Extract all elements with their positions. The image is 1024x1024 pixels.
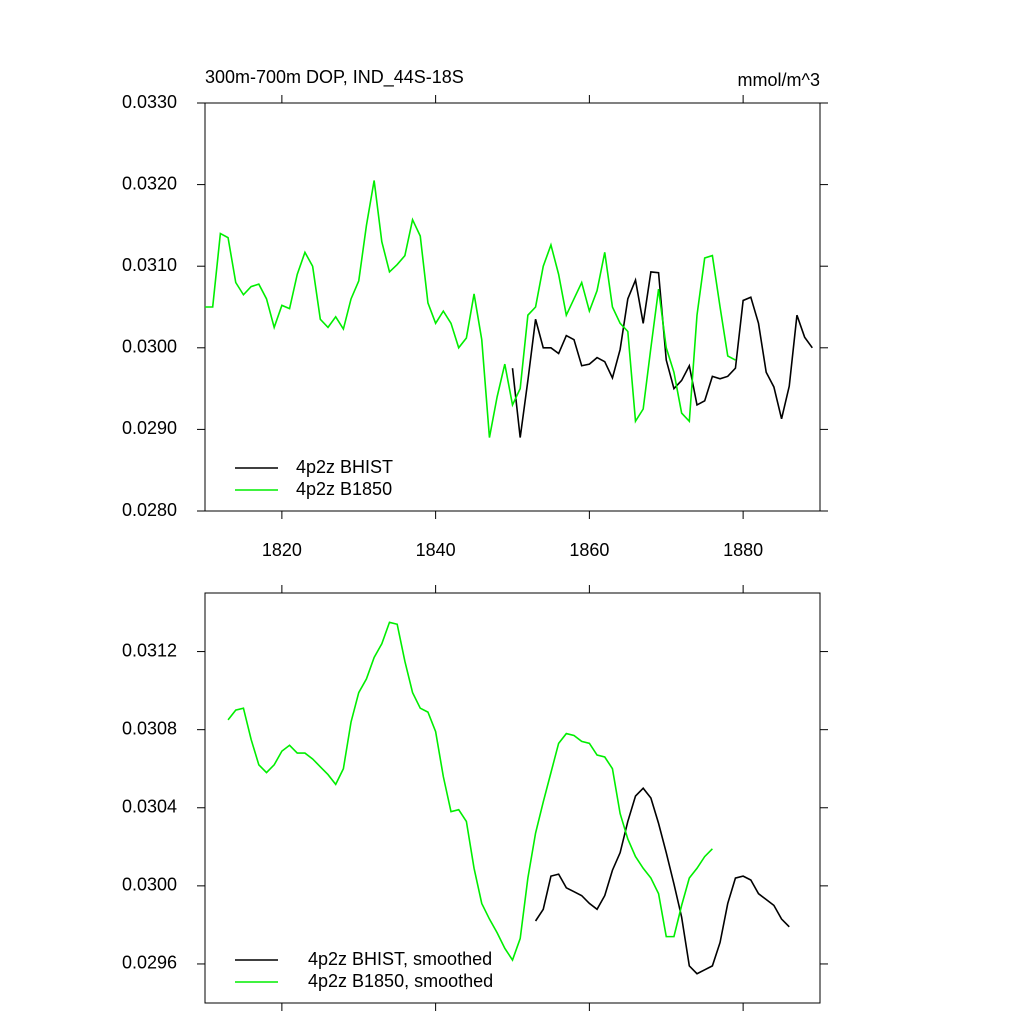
x-tick-label: 1880 — [723, 540, 763, 560]
y-tick-label: 0.0320 — [122, 173, 177, 193]
x-tick-label: 1860 — [569, 540, 609, 560]
y-tick-label: 0.0296 — [122, 953, 177, 973]
x-tick-label: 1840 — [416, 540, 456, 560]
y-tick-label: 0.0300 — [122, 337, 177, 357]
y-tick-label: 0.0312 — [122, 640, 177, 660]
units-label: mmol/m^3 — [738, 70, 820, 90]
legend-label: 4p2z BHIST — [296, 457, 393, 477]
plot-frame — [204, 592, 821, 1004]
y-tick-label: 0.0280 — [122, 500, 177, 520]
plot-frame — [204, 102, 821, 512]
y-tick-label: 0.0308 — [122, 718, 177, 738]
data-line — [205, 180, 736, 438]
x-tick-label: 1820 — [262, 540, 302, 560]
y-tick-label: 0.0290 — [122, 418, 177, 438]
data-line — [534, 787, 790, 975]
legend-label: 4p2z BHIST, smoothed — [308, 949, 492, 969]
y-tick-label: 0.0304 — [122, 797, 177, 817]
y-tick-label: 0.0300 — [122, 875, 177, 895]
y-tick-label: 0.0330 — [122, 92, 177, 112]
data-line — [511, 271, 813, 438]
data-line — [227, 621, 713, 962]
y-tick-label: 0.0310 — [122, 255, 177, 275]
legend-label: 4p2z B1850 — [296, 479, 392, 499]
legend-label: 4p2z B1850, smoothed — [308, 971, 493, 991]
chart-title: 300m-700m DOP, IND_44S-18S — [205, 67, 464, 88]
